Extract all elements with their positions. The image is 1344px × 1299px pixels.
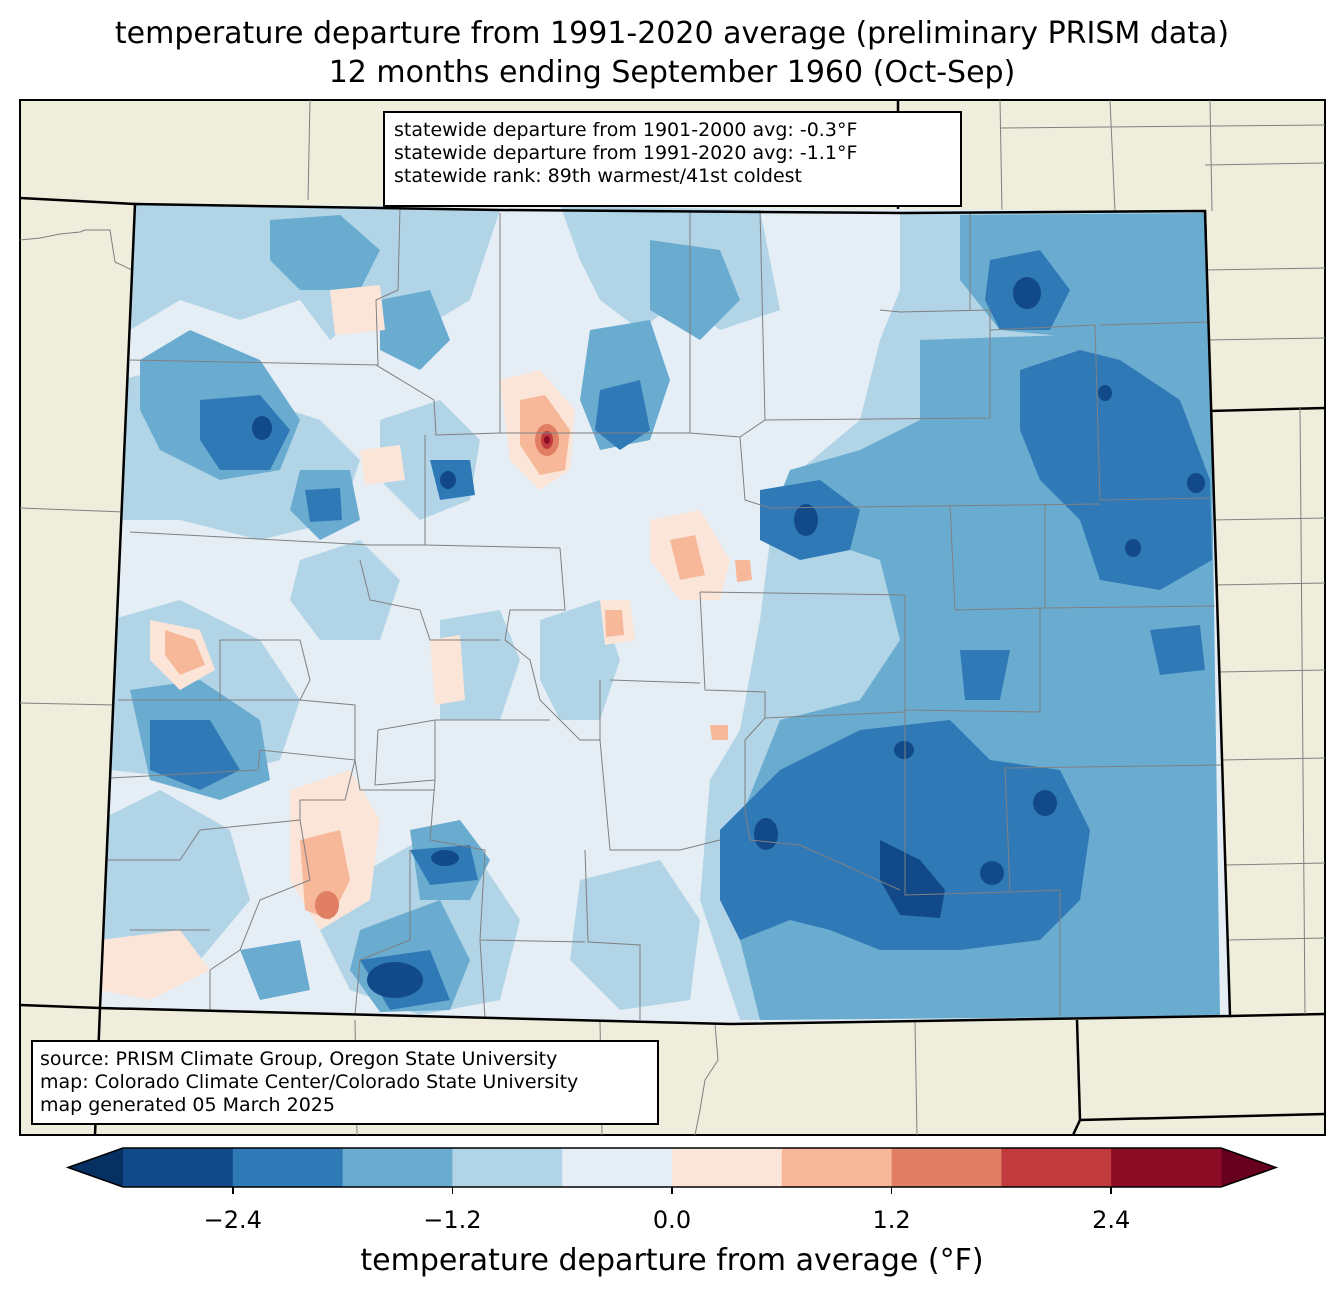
colorbar-under-arrow (68, 1148, 123, 1187)
colorbar-tick-mark (1110, 1187, 1112, 1194)
colorbar-segment (232, 1148, 344, 1187)
colorbar-tick-mark (451, 1187, 454, 1194)
colorado-county-lines (105, 207, 1223, 1020)
colorado-border (98, 202, 1232, 1026)
colorbar-tick-label: 2.4 (1092, 1206, 1131, 1234)
colorbar-tick-label: −2.4 (203, 1206, 262, 1234)
colorbar-segment (1001, 1148, 1112, 1187)
temperature-departure-field (100, 204, 1230, 1024)
colorbar-tick-mark (232, 1187, 234, 1194)
colorbar-tick-mark (671, 1187, 673, 1194)
colorbar-tick-label: 0.0 (652, 1206, 692, 1234)
colorbar-segment (781, 1148, 893, 1187)
colorbar-segment (123, 1148, 234, 1187)
title-line-2: 12 months ending September 1960 (Oct-Sep… (328, 55, 1016, 90)
colorbar-tick-mark (890, 1187, 893, 1194)
stats-departure-1991-2020: statewide departure from 1991-2020 avg: … (394, 142, 858, 164)
colorbar-segment (1111, 1148, 1222, 1187)
colorbar-tick-label: −1.2 (423, 1206, 482, 1234)
generated-date-line: map generated 05 March 2025 (40, 1094, 335, 1116)
colorbar (65, 1147, 1279, 1188)
colorbar-segment (672, 1148, 783, 1187)
neighbor-county-lines (19, 99, 1326, 1136)
map-credit-line: map: Colorado Climate Center/Colorado St… (40, 1071, 579, 1093)
stats-rank: statewide rank: 89th warmest/41st coldes… (394, 165, 803, 187)
colorbar-segment (452, 1148, 563, 1187)
colorbar-segment (562, 1148, 673, 1187)
colorbar-label: temperature departure from average (°F) (360, 1243, 984, 1278)
source-line: source: PRISM Climate Group, Oregon Stat… (40, 1048, 558, 1070)
source-box: source: PRISM Climate Group, Oregon Stat… (31, 1040, 659, 1125)
title-line-1: temperature departure from 1991-2020 ave… (114, 16, 1230, 51)
colorbar-outline (65, 1147, 1279, 1188)
colorbar-over-arrow (1221, 1148, 1276, 1187)
stats-departure-1901-2000: statewide departure from 1901-2000 avg: … (394, 119, 858, 141)
statewide-stats-box: statewide departure from 1901-2000 avg: … (383, 111, 962, 207)
colorbar-tick-label: 1.2 (872, 1206, 911, 1234)
colorbar-segment (891, 1148, 1002, 1187)
colorbar-segment (342, 1148, 453, 1187)
